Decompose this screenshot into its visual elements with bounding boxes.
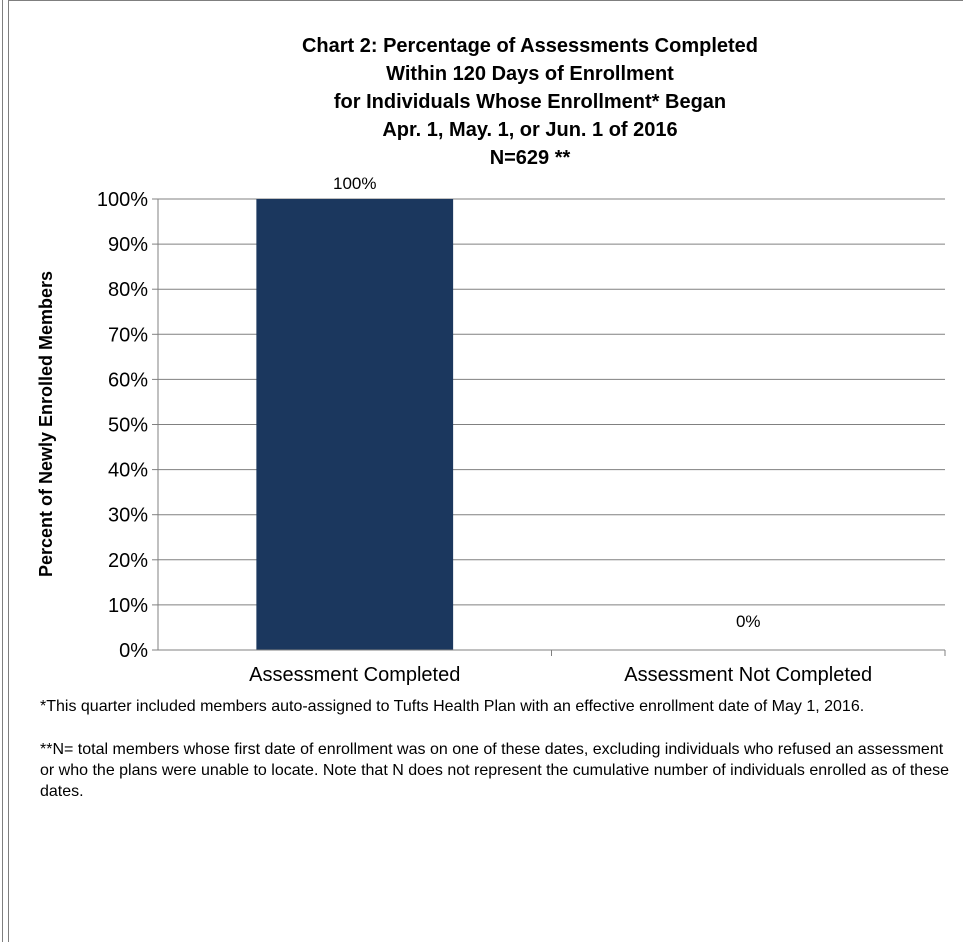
y-tick-labels: 0% 10% 20% 30% 40% 50% 60% 70% 80% 90% 100% [97, 189, 148, 662]
y-tick-label: 0% [119, 640, 148, 662]
y-tick-label: 30% [108, 505, 148, 527]
chart-title-line: Chart 2: Percentage of Assessments Compl… [302, 35, 758, 57]
chart-title-line: N=629 ** [490, 147, 571, 169]
y-tick-label: 10% [108, 595, 148, 617]
x-category-label: Assessment Not Completed [624, 664, 872, 686]
data-labels: 100% 0% [333, 174, 761, 631]
data-label: 100% [333, 174, 376, 193]
page-frame-left [0, 0, 12, 942]
frame-line [2, 0, 3, 942]
x-category-labels: Assessment Completed Assessment Not Compl… [249, 664, 872, 686]
y-tick-label: 20% [108, 550, 148, 572]
y-axis-label: Percent of Newly Enrolled Members [36, 271, 56, 577]
chart-title-line: Apr. 1, May. 1, or Jun. 1 of 2016 [382, 119, 677, 141]
y-tick-label: 80% [108, 279, 148, 301]
footnotes: *This quarter included members auto-assi… [40, 696, 950, 824]
chart-title-line: Within 120 Days of Enrollment [386, 63, 674, 85]
chart-title: Chart 2: Percentage of Assessments Compl… [302, 35, 758, 169]
y-tick-label: 100% [97, 189, 148, 211]
bar-chart: Chart 2: Percentage of Assessments Compl… [36, 35, 946, 686]
y-tick-label: 70% [108, 324, 148, 346]
y-tick-label: 40% [108, 460, 148, 482]
y-tick-label: 90% [108, 234, 148, 256]
chart-title-line: for Individuals Whose Enrollment* Began [334, 91, 726, 113]
footnote-1: *This quarter included members auto-assi… [40, 698, 865, 715]
footnote-2: **N= total members whose first date of e… [40, 741, 949, 800]
page-frame-top [8, 0, 963, 1]
data-label: 0% [736, 612, 761, 631]
bar [256, 199, 454, 650]
x-category-label: Assessment Completed [249, 664, 460, 686]
axes [157, 199, 946, 656]
frame-line [8, 0, 9, 942]
bars [256, 199, 454, 650]
y-tick-label: 50% [108, 415, 148, 437]
y-tick-label: 60% [108, 369, 148, 391]
